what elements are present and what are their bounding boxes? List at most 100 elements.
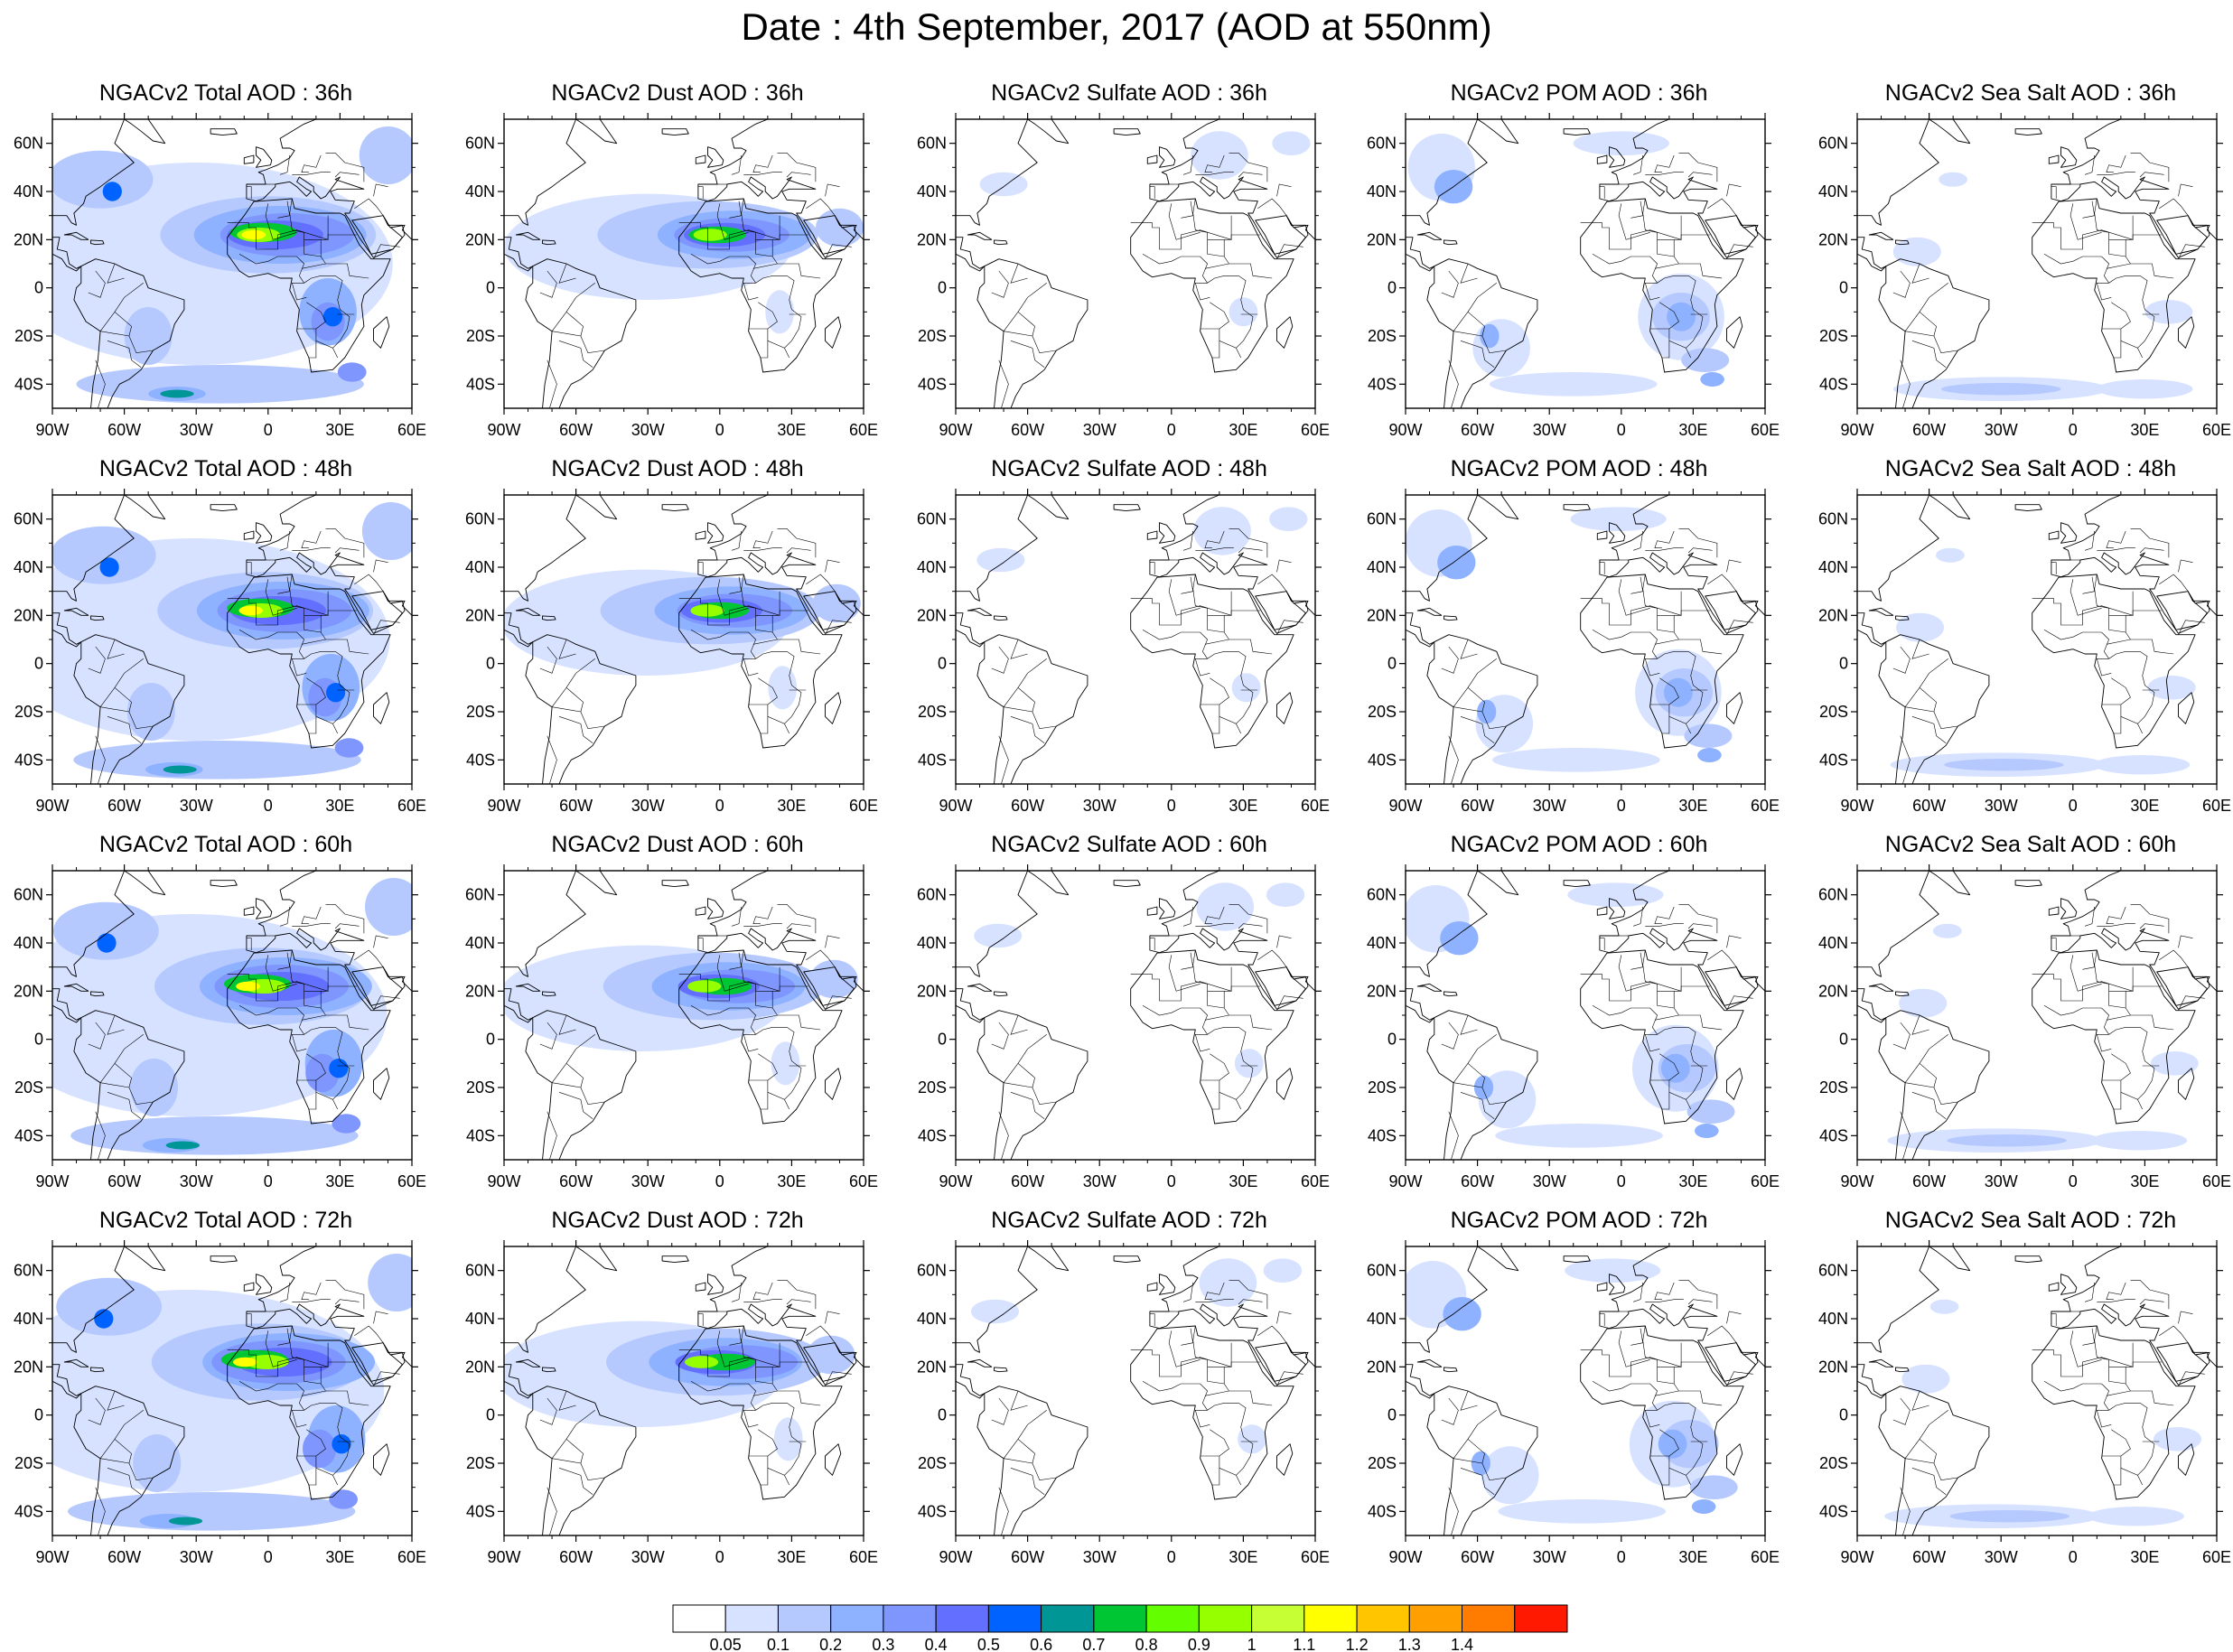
- colorbar-label: 0.2: [819, 1636, 842, 1652]
- country-border: [1460, 1092, 1495, 1119]
- coastline-madagascar: [825, 316, 842, 349]
- coastline-britain: [256, 1274, 273, 1295]
- x-tick-label: 90W: [487, 797, 520, 815]
- coastline-greenland: [124, 119, 166, 145]
- colorbar-box: [1303, 1604, 1358, 1633]
- country-border: [741, 574, 821, 655]
- aod-field-blob: [807, 1335, 855, 1375]
- map-plot: 90W 60W 30W 0 30E 60E 60N 40N 20N 0 20S 40S: [465, 113, 878, 439]
- coastline-iceland: [661, 504, 689, 512]
- coastline-africa: [1130, 1325, 1294, 1500]
- country-border: [2137, 723, 2143, 734]
- coastline-ireland: [243, 530, 255, 540]
- coastline-southamerica: [1878, 258, 1990, 408]
- country-border: [558, 1014, 576, 1035]
- coastline-southamerica: [976, 634, 1088, 784]
- x-tick-label: 90W: [35, 1548, 69, 1566]
- country-border: [1460, 1014, 1478, 1035]
- y-tick-label: 40S: [1368, 1502, 1397, 1520]
- coastline-southamerica: [1426, 634, 1538, 784]
- country-border: [354, 198, 384, 216]
- aod-field-blob: [1667, 302, 1696, 331]
- coastline-greenland: [575, 1246, 618, 1272]
- x-tick-label: 30W: [1985, 1172, 2018, 1190]
- country-border: [1003, 283, 1047, 331]
- country-border: [784, 723, 789, 734]
- country-border: [1654, 639, 1679, 645]
- aod-field-blob: [2154, 1427, 2201, 1451]
- aod-field-blob: [1472, 319, 1530, 378]
- country-border: [1017, 1439, 1035, 1464]
- country-border: [1707, 198, 1737, 216]
- coastline-britain: [1609, 1274, 1626, 1295]
- x-tick-label: 60E: [1301, 421, 1330, 439]
- coastline-africa: [678, 949, 843, 1125]
- country-border: [732, 906, 742, 927]
- coastline-africa: [1130, 949, 1294, 1125]
- colorbar-box: [1041, 1604, 1095, 1633]
- country-border: [752, 1390, 778, 1396]
- country-border: [308, 341, 317, 359]
- country-border: [1183, 154, 1193, 175]
- country-border: [1229, 1280, 1268, 1310]
- country-border: [2097, 172, 2135, 175]
- aod-field-blob: [332, 1114, 361, 1134]
- country-border: [1207, 1342, 1232, 1367]
- y-tick-label: 20N: [14, 230, 43, 248]
- country-border: [743, 283, 759, 301]
- x-tick-label: 60E: [1301, 1172, 1330, 1190]
- coastline-cuba: [1868, 983, 1894, 992]
- coastline-centralamerica: [1406, 988, 1435, 1023]
- country-border: [551, 658, 595, 707]
- y-tick-label: 20S: [14, 703, 43, 721]
- coastline-cuba: [1416, 607, 1443, 616]
- coastline-madagascar: [373, 1443, 390, 1476]
- country-border: [1678, 528, 1718, 558]
- country-border: [1892, 646, 1911, 674]
- map-panel-dust-48h: NGACv2 Dust AOD : 48h 90W 60W 30W 0 30E 60E 60N…: [452, 456, 899, 827]
- coastline-iceland: [210, 880, 238, 888]
- coastline-southamerica: [73, 1386, 185, 1535]
- y-tick-label: 20N: [1818, 1358, 1848, 1376]
- country-border: [786, 1299, 811, 1305]
- x-tick-label: 0: [1617, 1548, 1626, 1566]
- colorbar-box: [1462, 1604, 1516, 1633]
- country-border: [1204, 263, 1229, 269]
- country-border: [304, 1342, 329, 1367]
- coastline-britain: [2060, 146, 2078, 168]
- coastline-britain: [2060, 898, 2078, 919]
- coastline-iceland: [2014, 880, 2042, 888]
- map-background: [956, 1246, 1315, 1535]
- map-panel-total-72h: NGACv2 Total AOD : 72h 90W 60W 30W 0 30E 60E 60…: [0, 1208, 447, 1579]
- country-border: [325, 1280, 365, 1310]
- coastline-eurasia: [246, 495, 412, 634]
- aod-field-blob: [124, 307, 173, 365]
- country-border: [1642, 1325, 1723, 1406]
- country-border: [1892, 1022, 1911, 1050]
- country-border: [1453, 1410, 1497, 1459]
- colorbar-box: [987, 1604, 1042, 1633]
- aod-field-blob: [1658, 1429, 1687, 1459]
- x-tick-label: 30E: [2130, 421, 2159, 439]
- country-border: [1654, 154, 1675, 173]
- coastline-iceland: [210, 1255, 238, 1264]
- country-border: [777, 528, 817, 558]
- coastline-eurasia: [2051, 119, 2217, 258]
- y-tick-label: 20S: [1819, 703, 1848, 721]
- coastline-iceland: [1113, 128, 1141, 136]
- aod-field-blob: [1269, 507, 1308, 531]
- colorbar-box: [1408, 1604, 1462, 1633]
- country-border: [2130, 1280, 2170, 1310]
- colorbar-label: 1.4: [1451, 1636, 1473, 1652]
- coastline-iceland: [661, 880, 689, 888]
- country-border: [107, 1092, 142, 1119]
- country-border: [1003, 658, 1047, 707]
- coastline-africa: [1580, 949, 1744, 1125]
- panel-title: NGACv2 Sea Salt AOD : 60h: [1884, 832, 2177, 857]
- country-border: [697, 938, 704, 950]
- country-border: [1257, 1325, 1287, 1343]
- map-plot: 90W 60W 30W 0 30E 60E 60N 40N 20N 0 20S 40S: [14, 864, 426, 1190]
- panel-title: NGACv2 POM AOD : 36h: [1450, 80, 1708, 106]
- country-border: [107, 716, 142, 743]
- y-tick-label: 60N: [1818, 886, 1848, 904]
